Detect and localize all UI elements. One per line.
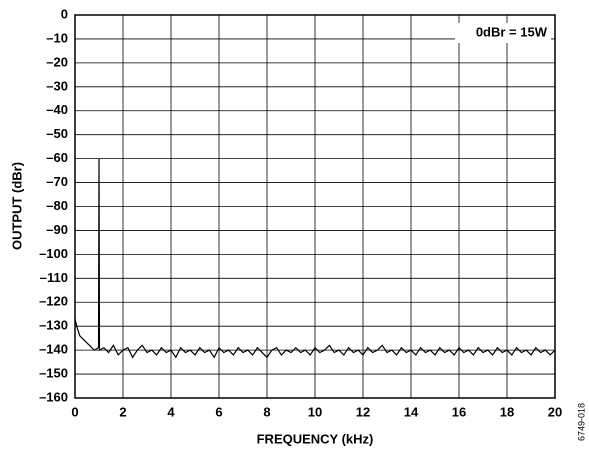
- y-tick-label: –140: [39, 342, 68, 357]
- y-tick-label: –100: [39, 246, 68, 261]
- y-tick-label: –70: [46, 174, 68, 189]
- spectrum-line: [74, 158, 556, 359]
- y-tick-label: –120: [39, 294, 68, 309]
- plot-frame: [74, 14, 556, 399]
- x-tick-label: 16: [452, 404, 466, 419]
- x-tick-label: 8: [263, 404, 270, 419]
- y-tick-label: 0: [61, 6, 68, 21]
- annotation: 0dBr = 15W: [476, 24, 548, 39]
- y-tick-label: –110: [40, 270, 68, 285]
- y-tick-label: –160: [39, 389, 68, 404]
- figure-id: 6749-018: [576, 403, 586, 441]
- x-tick-label: 4: [167, 404, 175, 419]
- y-tick-label: –50: [46, 126, 68, 141]
- y-tick-label: –40: [46, 102, 68, 117]
- x-tick-label: 6: [215, 404, 222, 419]
- y-tick-label: –80: [46, 198, 68, 213]
- y-tick-label: –150: [39, 366, 68, 381]
- x-axis-title: FREQUENCY (kHz): [257, 431, 374, 446]
- x-tick-label: 12: [356, 404, 370, 419]
- y-tick-label: –60: [46, 150, 68, 165]
- x-tick-label: 14: [404, 404, 419, 419]
- y-axis-title: OUTPUT (dBr): [9, 162, 24, 250]
- x-tick-label: 2: [119, 404, 126, 419]
- annotation-bg: [455, 23, 551, 43]
- x-tick-label: 10: [308, 404, 322, 419]
- y-tick-label: –90: [46, 222, 68, 237]
- y-tick-label: –10: [46, 30, 68, 45]
- x-tick-label: 18: [500, 404, 514, 419]
- y-tick-label: –20: [46, 54, 68, 69]
- x-tick-label: 20: [548, 404, 562, 419]
- y-tick-label: –130: [39, 318, 68, 333]
- x-tick-label: 0: [71, 404, 78, 419]
- y-tick-label: –30: [46, 78, 68, 93]
